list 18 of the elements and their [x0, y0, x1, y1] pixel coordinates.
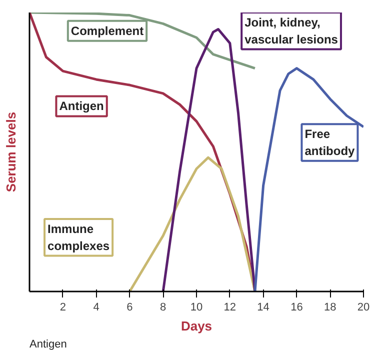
x-axis-title: Days	[180, 318, 212, 334]
x-tick-label: 16	[290, 302, 303, 314]
series-label: Joint, kidney, vascular lesions	[244, 16, 338, 46]
series-label: Antigen	[59, 99, 104, 114]
x-tick-label: 10	[190, 302, 203, 314]
series-label: Free antibody	[304, 127, 356, 158]
x-tick-label: 20	[357, 302, 370, 314]
x-tick-label: 8	[160, 302, 166, 314]
text: Immune complexes	[48, 222, 110, 253]
x-tick-label: 6	[126, 302, 133, 314]
x-tick-label: 12	[224, 302, 236, 314]
x-tick-label: 4	[93, 302, 100, 314]
y-axis-title: Serum levels	[4, 112, 18, 192]
series-label: Complement	[70, 24, 144, 38]
x-tick-label: 14	[257, 302, 270, 314]
x-tick-label: 2	[60, 302, 66, 314]
text: Antigen	[30, 338, 67, 350]
x-tick-label: 18	[324, 302, 336, 314]
